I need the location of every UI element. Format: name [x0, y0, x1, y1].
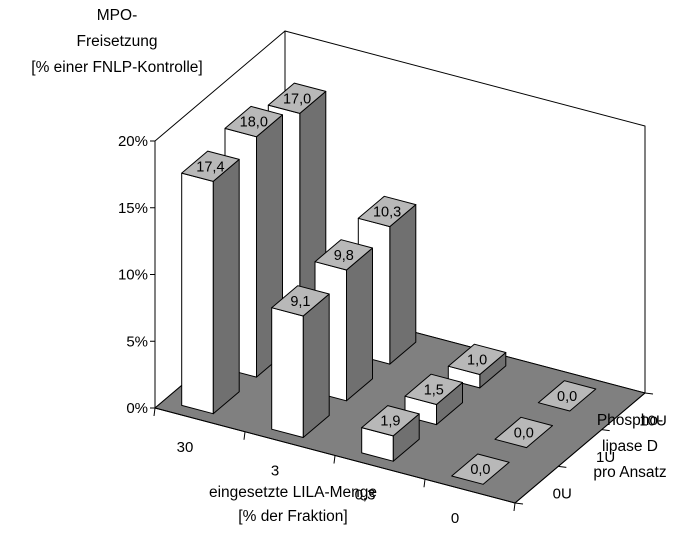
bar-top [451, 453, 510, 485]
data-label: 0,0 [557, 389, 577, 405]
bar-top [181, 150, 240, 182]
bar-top [224, 105, 283, 138]
data-label: 18,0 [240, 115, 268, 131]
data-label: 17,4 [196, 159, 224, 175]
chart-bars [181, 82, 597, 485]
bar-side [346, 247, 373, 402]
bar-front [271, 307, 304, 438]
x-tick-label: 30 [177, 439, 194, 456]
depth-tick [644, 392, 654, 395]
depth-tick [514, 502, 524, 505]
bar-side [389, 204, 417, 365]
bar-top [357, 195, 417, 228]
x-tick [513, 502, 516, 512]
y-tick-label: 0% [126, 400, 148, 417]
bar-top [267, 82, 327, 114]
data-label: 10,3 [373, 205, 401, 221]
x-axis-title: [% der Fraktion] [238, 508, 347, 525]
chart-labels: 0,0 1,0 10,3 17,0 0,0 1,5 9,8 18,0 0,0 1,9 9,1 17,4… [31, 7, 667, 527]
bar-top [314, 239, 373, 271]
x-tick-label: 3 [271, 463, 279, 480]
bar-side [212, 158, 240, 415]
bar-front [181, 172, 214, 415]
depth-tick-label: 1U [596, 449, 615, 466]
depth-tick [601, 429, 610, 432]
x-tick [423, 479, 426, 488]
x-axis-title: eingesetzte LILA-Menge [209, 484, 377, 501]
data-label: 1,9 [380, 414, 400, 430]
y-tick-label: 15% [118, 200, 148, 217]
depth-tick [558, 465, 567, 468]
x-tick-label: 0,3 [355, 486, 376, 503]
bar-top [404, 373, 463, 405]
bar-top [271, 285, 330, 317]
y-tick-label: 10% [118, 267, 148, 284]
x-tick [333, 455, 336, 464]
bar-top [361, 405, 420, 437]
depth-axis-title: Phospho- [597, 412, 663, 429]
bar-top [537, 380, 597, 412]
data-label: 0,0 [470, 462, 490, 478]
depth-tick-label: 0U [553, 486, 572, 503]
bar-top [494, 416, 553, 449]
x-tick [153, 407, 156, 417]
depth-axis-line [514, 392, 646, 504]
y-tick-label: 20% [118, 133, 148, 150]
y-axis-title: MPO- [97, 7, 137, 24]
x-tick-label: 0 [451, 510, 459, 527]
depth-axis-title: lipase D [602, 438, 658, 455]
bar-side [302, 293, 330, 438]
depth-axis-title: pro Ansatz [593, 464, 666, 481]
y-axis-title: Freisetzung [77, 33, 158, 50]
data-label: 9,8 [334, 248, 354, 264]
data-label: 17,0 [283, 91, 311, 107]
x-tick [243, 431, 246, 440]
data-label: 9,1 [290, 294, 310, 310]
y-tick-label: 5% [126, 333, 148, 350]
depth-tick-label: 10U [639, 412, 667, 429]
data-label: 1,0 [467, 352, 487, 368]
bar-top [447, 343, 507, 375]
data-label: 0,0 [514, 426, 534, 442]
data-label: 1,5 [424, 382, 444, 398]
y-axis-title: [% einer FNLP-Kontrolle] [31, 59, 202, 76]
chart-axes [150, 140, 654, 512]
